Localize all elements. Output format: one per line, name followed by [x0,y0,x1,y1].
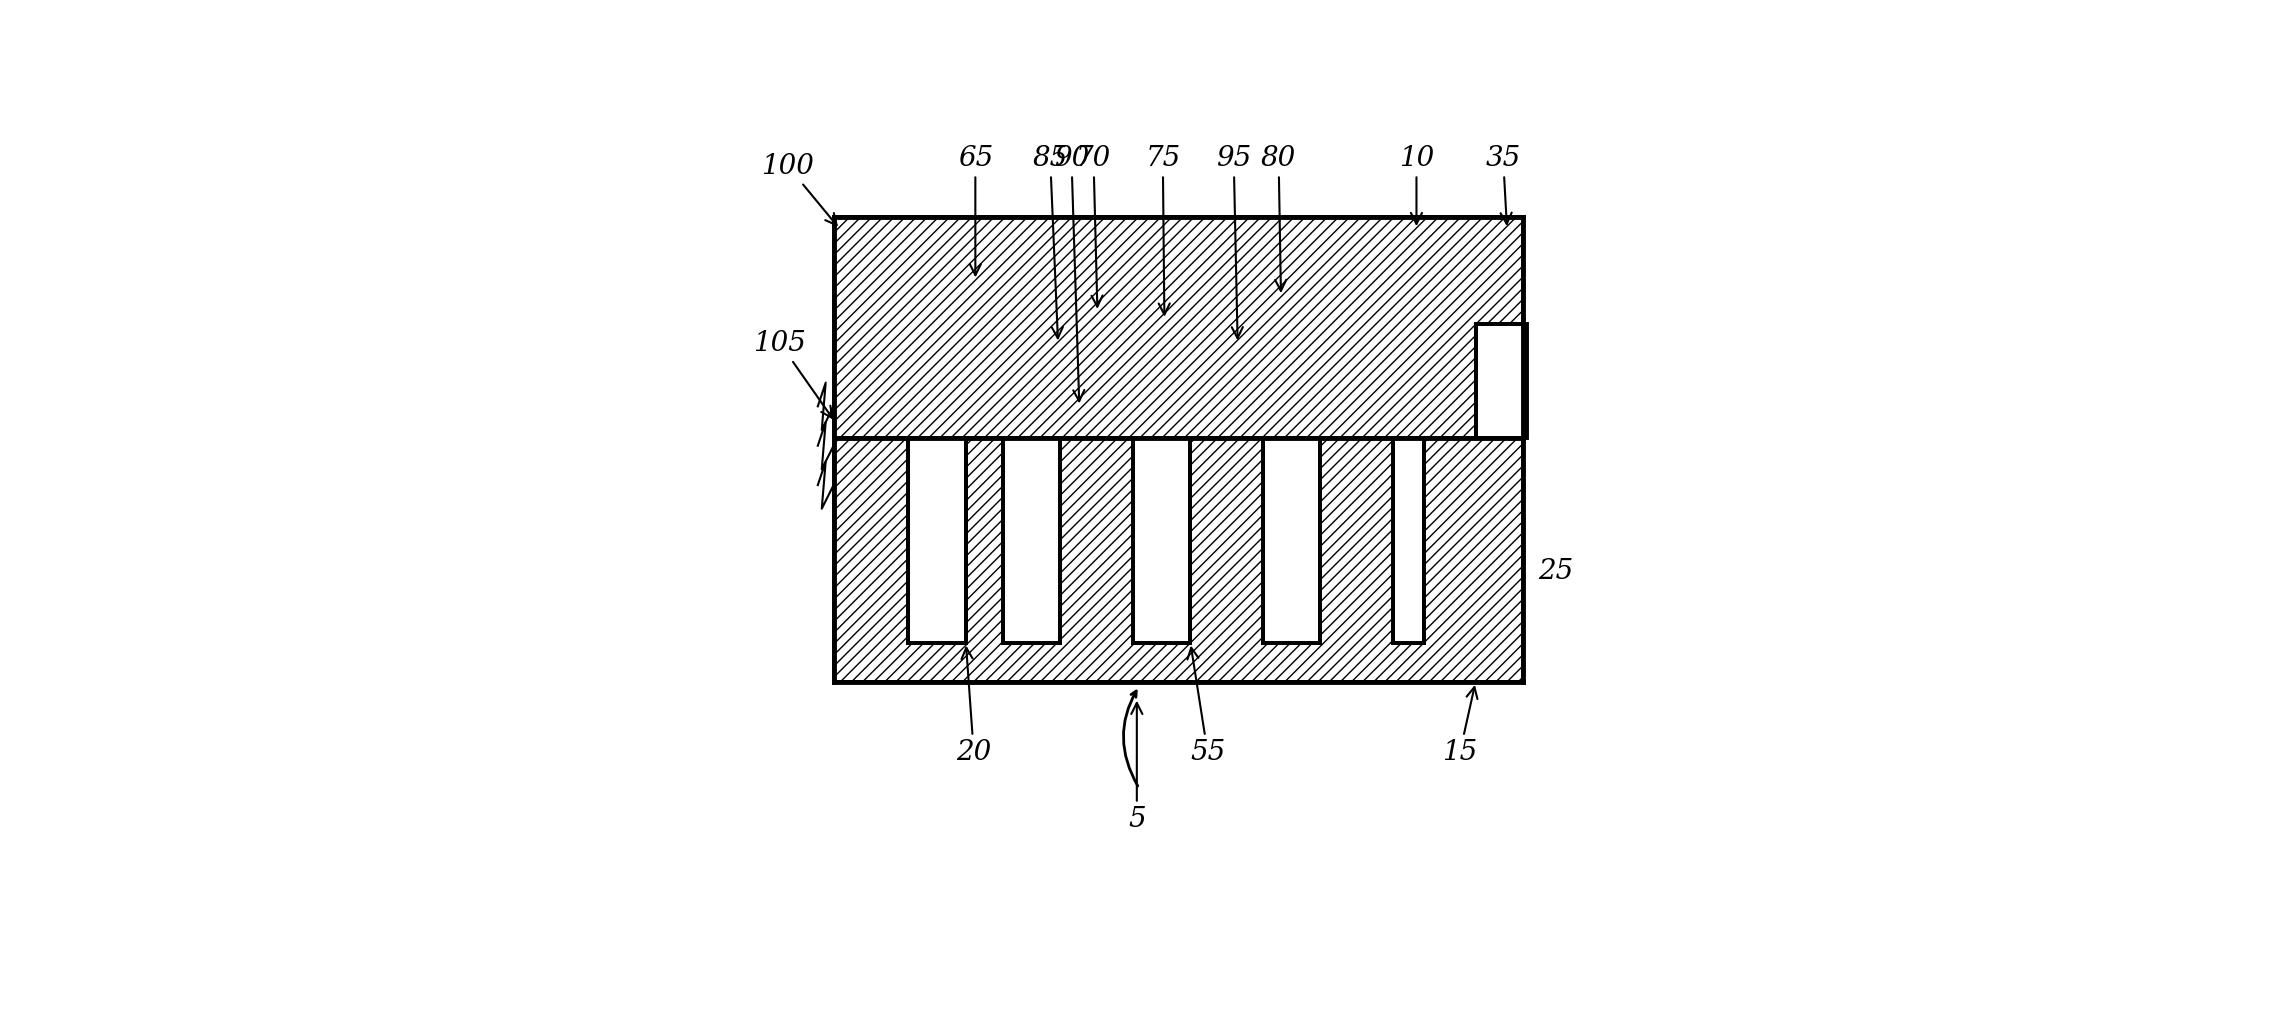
Text: 5: 5 [1127,703,1145,834]
Bar [1393,438,1425,642]
Text: 10: 10 [1400,144,1434,224]
Bar [834,217,1522,438]
Bar [834,438,1522,682]
Text: 75: 75 [1145,144,1181,315]
Text: 65: 65 [959,144,993,275]
Text: 35: 35 [1486,144,1520,224]
Text: 15: 15 [1443,687,1477,766]
Text: 70: 70 [1077,144,1111,307]
Text: 20: 20 [957,648,991,766]
Bar [1134,438,1191,642]
Bar [1263,438,1320,642]
Text: 90: 90 [1054,144,1088,401]
Text: 55: 55 [1188,648,1225,766]
Text: 100: 100 [761,152,836,225]
Text: 80: 80 [1261,144,1297,291]
Text: 85: 85 [1031,144,1068,339]
Text: 105: 105 [754,329,832,418]
Text: 95: 95 [1216,144,1252,339]
Text: 25: 25 [1538,559,1574,585]
Bar [1475,323,1527,438]
Bar [1002,438,1061,642]
Bar [909,438,966,642]
